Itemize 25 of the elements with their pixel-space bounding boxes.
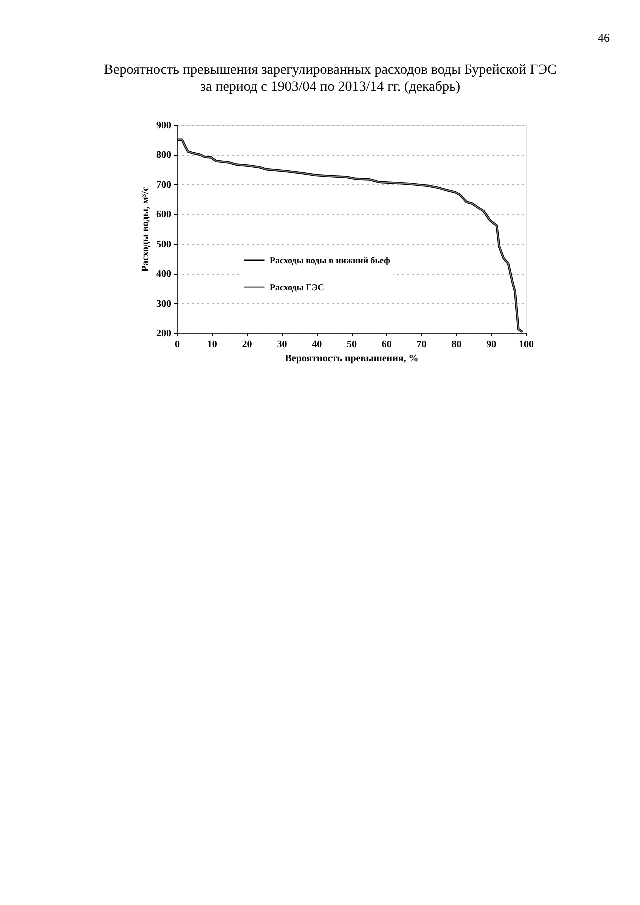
x-tick-label: 20 (242, 340, 252, 350)
y-tick-label: 500 (156, 239, 172, 250)
legend-label: Расходы ГЭС (270, 282, 324, 292)
x-tick-label: 90 (486, 340, 497, 350)
y-tick-label: 800 (156, 150, 172, 162)
x-tick-label: 30 (277, 340, 288, 350)
legend-label: Расходы воды в нижний бьеф (270, 256, 390, 266)
y-tick-label: 900 (156, 120, 172, 132)
x-tick-label: 80 (452, 340, 462, 350)
x-tick-label: 60 (382, 340, 392, 350)
x-tick-label: 0 (175, 340, 180, 350)
x-tick-label: 10 (207, 340, 218, 350)
y-tick-label: 600 (156, 210, 172, 221)
y-tick-label: 400 (156, 269, 172, 280)
x-tick-label: 40 (312, 340, 322, 350)
chart-title: Вероятность превышения зарегулированных расходов воды Бурейской ГЭС за период с 1903/04 по 2013/14 гг. (декабрь) (104, 63, 557, 95)
x-axis-title: Вероятность превышения, % (285, 354, 419, 364)
text: 46 (598, 31, 610, 45)
x-tick-label: 100 (519, 340, 534, 350)
y-tick-label: 200 (156, 328, 172, 340)
x-tick-label: 70 (416, 340, 427, 350)
y-axis-title: Расходы воды, м³/с (140, 186, 152, 272)
y-tick-label: 700 (156, 180, 172, 191)
y-tick-label: 300 (156, 298, 172, 310)
x-tick-label: 50 (347, 340, 357, 350)
